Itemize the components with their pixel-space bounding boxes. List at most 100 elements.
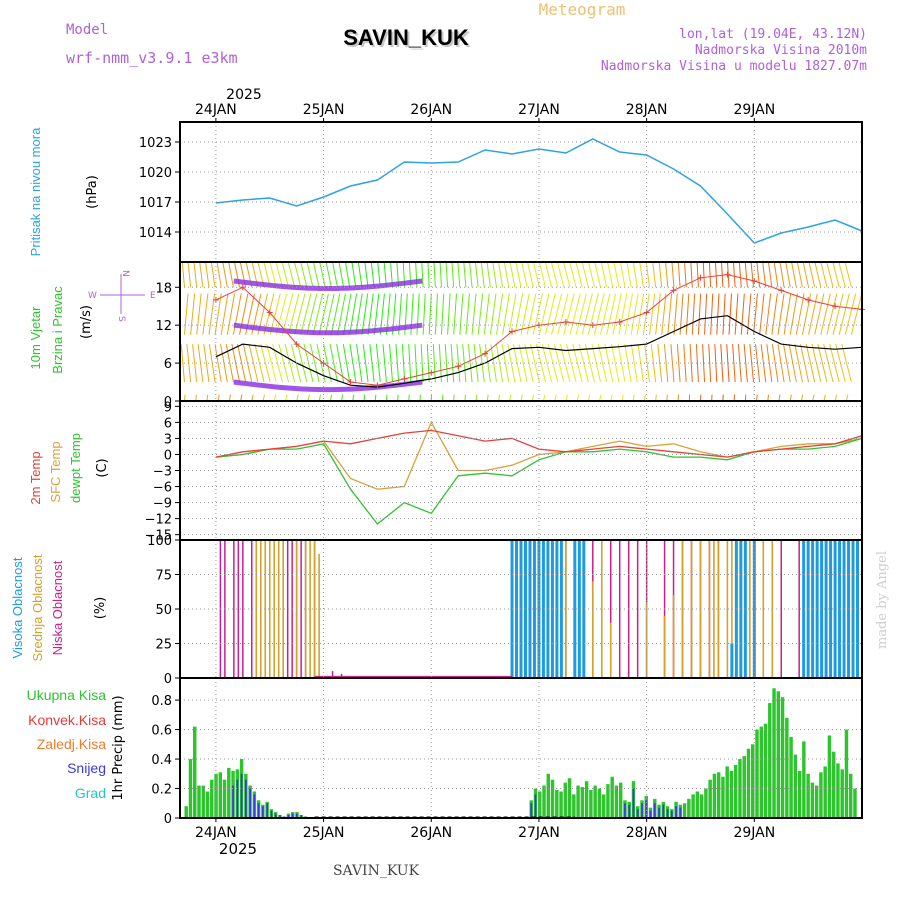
wind-barb: [557, 293, 569, 335]
wind-barb: [542, 394, 546, 402]
wind-barb: [284, 394, 288, 402]
wind-barb: [587, 261, 595, 288]
wind-barb: [610, 394, 613, 402]
y-tick-label: 0: [164, 812, 172, 827]
wind-barb: [486, 394, 489, 402]
precip-total-bar: [222, 779, 227, 818]
wind-gust-marker: [347, 379, 354, 386]
wind-barb: [262, 394, 266, 402]
wind-barb: [275, 261, 283, 288]
precip-snow-bar: [641, 803, 643, 818]
wind-barb: [183, 394, 186, 402]
wind-barb: [578, 344, 589, 383]
precip-total-bar: [763, 723, 768, 818]
wind-barb: [581, 261, 589, 288]
precip-title-total: Ukupna Kisa: [27, 687, 107, 703]
wind-barb: [480, 261, 485, 288]
wind-barb: [538, 293, 550, 335]
wind-gust-marker: [724, 271, 731, 278]
precip-snow-bar: [645, 800, 648, 818]
wind-barb: [643, 394, 646, 402]
precip-total-bar: [205, 791, 210, 818]
top-day-label: 25JAN: [303, 102, 345, 118]
wind-barb: [661, 293, 667, 335]
precip-snow-bar: [262, 806, 264, 818]
wind-barb: [199, 261, 204, 288]
wind-barb: [632, 261, 638, 288]
top-day-label: 24JAN: [195, 102, 237, 118]
wind-gust-marker: [670, 287, 677, 294]
wind-barb: [432, 344, 436, 383]
wind-barb: [206, 394, 209, 402]
wind-barb: [740, 293, 745, 335]
wind-gust-marker: [293, 341, 300, 348]
wind-barb: [416, 293, 420, 335]
wind-barb: [508, 293, 517, 335]
precip-snow-bar: [244, 779, 247, 818]
precip-total-bar: [810, 782, 815, 818]
wind-gust-marker: [697, 274, 704, 281]
wind-barb: [794, 344, 803, 383]
precip-total-bar: [802, 741, 806, 818]
precip-total-bar: [572, 794, 576, 818]
wind-barb: [850, 293, 863, 335]
wind-barb: [357, 261, 363, 288]
wind-barb: [190, 293, 196, 335]
y-tick-label: −9: [153, 497, 172, 512]
precip-title-snow: Snijeg: [67, 760, 106, 776]
precip-total-bar: [738, 759, 742, 818]
wind-barb: [714, 261, 718, 288]
wind-barb: [744, 394, 747, 402]
wind-barb: [554, 394, 557, 402]
bottom-day-label: 27JAN: [518, 825, 560, 841]
wind-barb: [254, 344, 265, 383]
precip-total-bar: [614, 785, 619, 818]
panel-frame-precip: [179, 677, 863, 819]
wind-barb: [749, 344, 754, 383]
wind-barb: [832, 261, 840, 288]
wind-barb: [655, 394, 657, 402]
precip-total-bar: [814, 785, 819, 818]
wind-barb: [531, 394, 535, 402]
wind-barb: [214, 293, 222, 335]
wind-barb: [231, 344, 241, 383]
wind-barb: [676, 344, 681, 383]
wind-barb: [237, 344, 247, 383]
wind-barb: [655, 293, 661, 335]
wind-barb: [220, 293, 229, 335]
wind-barb: [576, 394, 580, 402]
wind-barb: [323, 344, 332, 383]
wind-barb: [584, 344, 595, 383]
precip-total-bar: [606, 784, 610, 818]
precip-total-bar: [699, 794, 704, 818]
wind-barb: [644, 344, 650, 383]
precip-total-bar: [729, 770, 734, 818]
y-tick-label: 6: [164, 357, 172, 372]
wind-barb: [300, 261, 308, 288]
wind-barb: [319, 261, 326, 288]
meteogram-label: Meteogram: [539, 0, 626, 19]
wind-barb: [503, 261, 510, 288]
footer-station: SAVIN_KUK: [333, 863, 420, 879]
compass-rose: W E N S: [88, 270, 156, 322]
wind-barb: [469, 261, 473, 288]
wind-gust-marker: [616, 319, 623, 326]
wind-barb: [812, 394, 815, 402]
wind-barb: [288, 293, 300, 335]
wind-barb: [697, 293, 702, 335]
wind-barb: [329, 344, 338, 383]
precip-total-bar: [848, 773, 853, 818]
precip-snow-bar: [287, 815, 290, 818]
wind-purple-bands: [233, 278, 423, 393]
wind-barb: [704, 293, 708, 335]
precip-total-bar: [785, 717, 789, 818]
wind-barb: [594, 261, 602, 288]
precip-snow-bar: [240, 773, 243, 818]
wind-barb: [232, 293, 242, 335]
wind-title2: Brzina i Pravac: [50, 286, 65, 374]
wind-barb: [618, 293, 628, 335]
precip-snow-bar: [662, 804, 665, 818]
wind-barb: [370, 261, 375, 288]
bottom-year-label: 2025: [219, 840, 257, 858]
wind-barb: [344, 261, 351, 288]
